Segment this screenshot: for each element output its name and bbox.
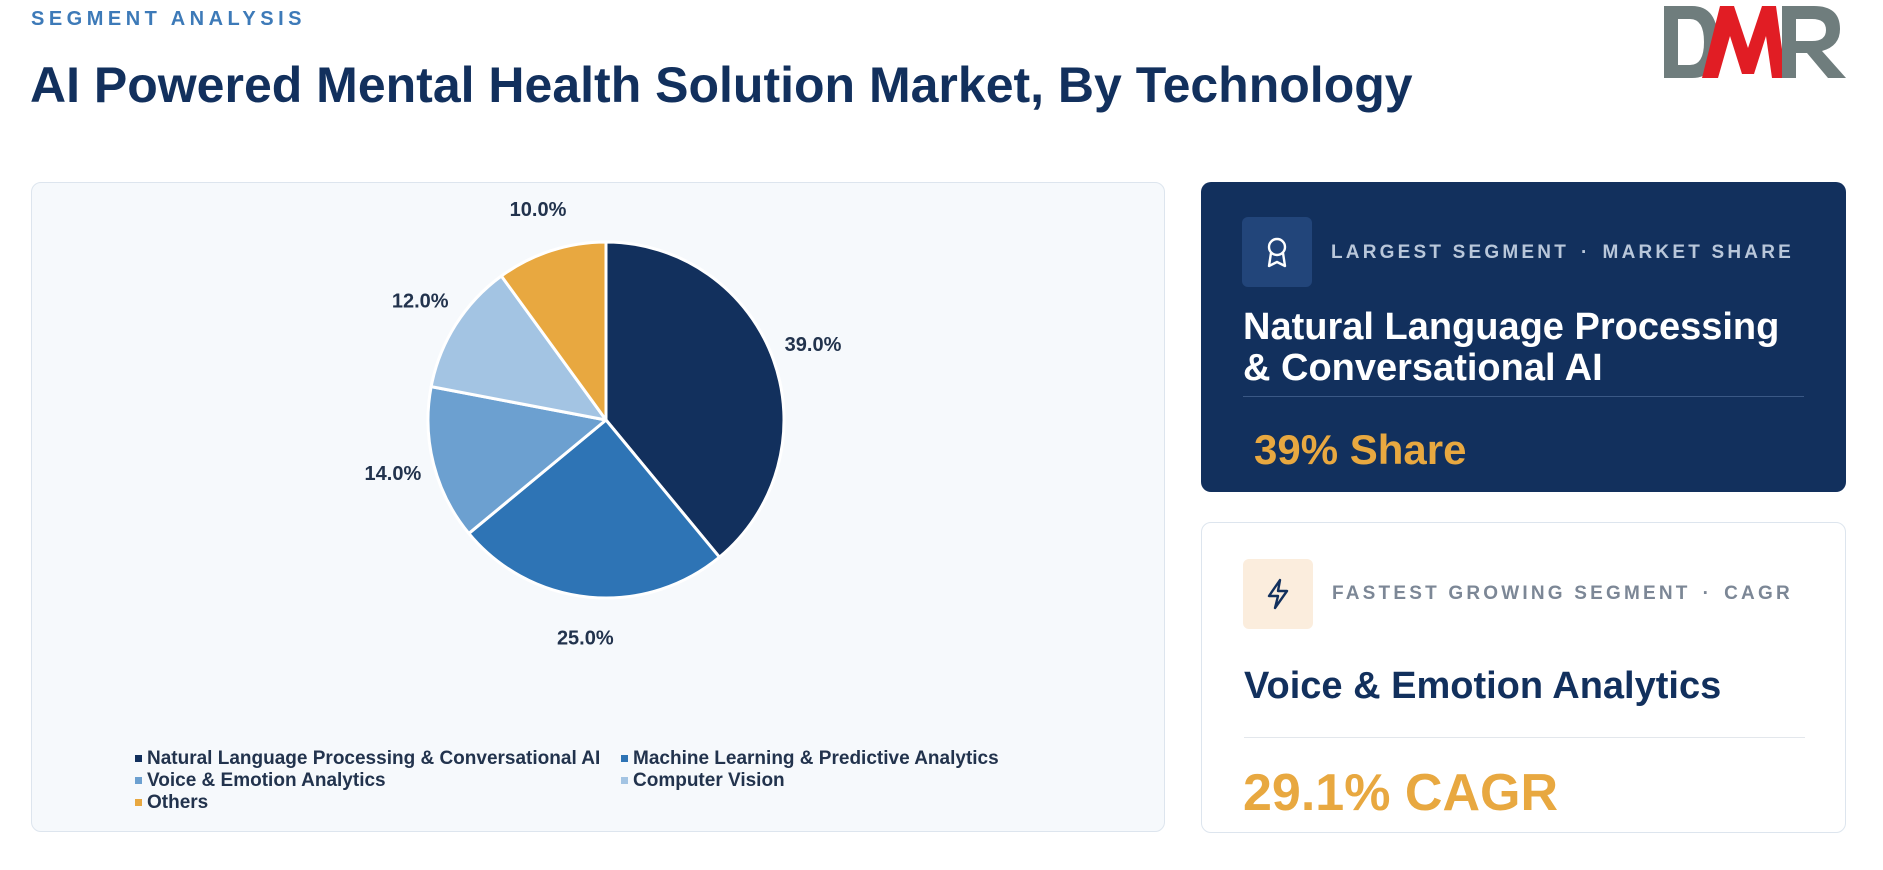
largest-segment-name: Natural Language Processing & Conversati… xyxy=(1243,306,1780,389)
legend-swatch xyxy=(135,777,142,784)
pie-slice-voice-and-emotion-analytics xyxy=(426,385,608,535)
fastest-segment-card: FASTEST GROWING SEGMENT · CAGR Voice & Emo… xyxy=(1201,522,1846,833)
logo-letter-m xyxy=(1702,6,1786,78)
data-label-machine-learning-and-predictive-analytics: 25.0% xyxy=(557,627,614,649)
legend-label: Machine Learning & Predictive Analytics xyxy=(633,748,999,769)
fastest-segment-cagr: 29.1% CAGR xyxy=(1243,764,1558,822)
largest-segment-card: LARGEST SEGMENT · MARKET SHARE Natural Lan… xyxy=(1201,182,1846,492)
section-eyebrow: SEGMENT ANALYSIS xyxy=(31,8,306,30)
largest-divider xyxy=(1243,396,1804,397)
fastest-segment-label: FASTEST GROWING SEGMENT · CAGR xyxy=(1332,583,1793,604)
pie-chart: 39.0% 25.0% 14.0% 12.0% 10.0% xyxy=(365,199,842,649)
data-label-others: 10.0% xyxy=(510,199,567,221)
logo-letter-r xyxy=(1782,6,1846,78)
legend-label: Natural Language Processing & Conversati… xyxy=(147,748,601,769)
logo-letter-d xyxy=(1664,6,1718,78)
legend-label: Voice & Emotion Analytics xyxy=(147,770,386,791)
fastest-segment-name: Voice & Emotion Analytics xyxy=(1244,665,1722,707)
fastest-divider xyxy=(1244,737,1805,738)
data-label-natural-language-processing-and-conversational-ai: 39.0% xyxy=(785,334,842,356)
pie-chart-card: 39.0% 25.0% 14.0% 12.0% 10.0% Natural Langua… xyxy=(31,182,1165,832)
data-label-voice-and-emotion-analytics: 14.0% xyxy=(365,463,422,485)
legend-item-others: Others xyxy=(135,793,621,812)
award-icon xyxy=(1242,217,1312,287)
legend-swatch xyxy=(135,799,142,806)
legend-swatch xyxy=(621,755,628,762)
legend-swatch xyxy=(135,755,142,762)
pie-slice-others xyxy=(499,240,608,422)
pie-slice-machine-learning-and-predictive-analytics xyxy=(467,418,721,600)
pie-slice-natural-language-processing-and-conversational-ai xyxy=(604,240,786,559)
legend-label: Others xyxy=(147,792,209,813)
legend-label: Computer Vision xyxy=(633,770,785,791)
data-label-computer-vision: 12.0% xyxy=(392,290,449,312)
pie-slice-computer-vision xyxy=(429,274,608,422)
legend-swatch xyxy=(621,777,628,784)
page-title: AI Powered Mental Health Solution Market… xyxy=(30,57,1413,113)
chart-legend: Natural Language Processing & Conversati… xyxy=(135,749,1015,812)
dmr-logo xyxy=(1664,6,1846,78)
lightning-icon xyxy=(1243,559,1313,629)
largest-segment-label: LARGEST SEGMENT · MARKET SHARE xyxy=(1331,242,1795,263)
legend-item-natural-language-processing-and-conversational-ai: Natural Language Processing & Conversati… xyxy=(135,749,621,768)
legend-item-machine-learning-and-predictive-analytics: Machine Learning & Predictive Analytics xyxy=(621,749,1021,768)
legend-item-computer-vision: Computer Vision xyxy=(621,771,1021,790)
legend-item-voice-and-emotion-analytics: Voice & Emotion Analytics xyxy=(135,771,621,790)
largest-segment-share: 39% Share xyxy=(1254,426,1467,473)
